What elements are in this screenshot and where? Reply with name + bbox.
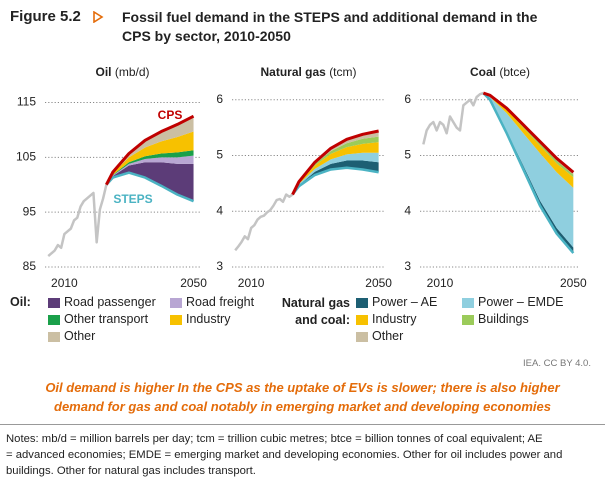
y-tick-label: 95 xyxy=(23,204,37,218)
y-tick-label: 4 xyxy=(216,203,223,217)
steps-line xyxy=(482,92,575,254)
figure-icon xyxy=(93,11,104,23)
panel-unit: (mb/d) xyxy=(115,65,150,79)
legend-entry: Industry xyxy=(372,312,417,326)
legend-swatch xyxy=(48,298,60,308)
legend-swatch xyxy=(48,332,60,342)
legend-swatch xyxy=(48,315,60,325)
history-line xyxy=(47,184,108,257)
stack-area xyxy=(292,142,379,195)
stack-area xyxy=(483,93,574,188)
panel-title-name: Natural gas xyxy=(260,65,326,79)
panel-title: Oil (mb/d) xyxy=(95,65,149,79)
caption-line: demand for gas and coal notably in emerg… xyxy=(54,399,551,414)
y-tick-label: 5 xyxy=(216,148,223,162)
legend-swatch xyxy=(356,332,368,342)
figure-title: Fossil fuel demand in the STEPS and addi… xyxy=(122,8,537,46)
stack-area xyxy=(483,93,574,178)
x-tick-label: 2010 xyxy=(427,276,454,290)
legend-label: Oil: xyxy=(10,295,31,309)
y-tick-label: 4 xyxy=(404,203,411,217)
legend-entry: Other xyxy=(372,329,404,343)
panel-title: Natural gas (tcm) xyxy=(260,65,356,79)
x-tick-label: 2050 xyxy=(365,276,392,290)
y-tick-label: 85 xyxy=(23,259,37,273)
x-tick-label: 2010 xyxy=(238,276,265,290)
legend-swatch xyxy=(462,298,474,308)
steps-label: STEPS xyxy=(113,192,152,206)
steps-line xyxy=(105,171,195,203)
panel-unit: (tcm) xyxy=(329,65,356,79)
cps-label: CPS xyxy=(158,108,183,122)
caption-line: Oil demand is higher In the CPS as the u… xyxy=(45,380,560,395)
panel-unit: (btce) xyxy=(499,65,530,79)
cps-line xyxy=(105,114,195,186)
stack-area xyxy=(483,93,574,254)
stack-area xyxy=(106,116,194,185)
x-tick-label: 2050 xyxy=(560,276,587,290)
panel-title: Coal (btce) xyxy=(470,65,530,79)
history-line xyxy=(234,193,294,252)
panel-title-name: Coal xyxy=(470,65,496,79)
legend-swatch xyxy=(462,315,474,325)
legend-entry: Power – AE xyxy=(372,295,438,309)
stack-area xyxy=(292,131,379,195)
legend-entry: Road freight xyxy=(186,295,255,309)
y-tick-label: 6 xyxy=(216,92,223,106)
separator xyxy=(0,424,605,425)
legend-entry: Buildings xyxy=(478,312,529,326)
legend-label: Natural gas and coal: xyxy=(281,296,350,327)
y-tick-label: 115 xyxy=(17,95,36,109)
y-tick-label: 105 xyxy=(16,149,36,163)
cps-line xyxy=(482,91,575,174)
legend-entry: Other transport xyxy=(64,312,149,326)
stack-area xyxy=(292,152,379,195)
title-line: Fossil fuel demand in the STEPS and addi… xyxy=(122,9,538,25)
legend-swatch xyxy=(170,315,182,325)
y-tick-label: 6 xyxy=(404,92,411,106)
charts: Oil (mb/d) 85 95 105 115 2010 2050 CPS STEPS Natu… xyxy=(16,65,587,290)
title-line: CPS by sector, 2010-2050 xyxy=(122,28,291,44)
stack-area xyxy=(292,136,379,195)
figure-number: Figure 5.2 xyxy=(10,8,81,25)
legend-swatch xyxy=(356,298,368,308)
stack-area xyxy=(106,131,194,185)
x-tick-label: 2050 xyxy=(180,276,207,290)
stack-area xyxy=(106,155,194,185)
note-line: buildings. Other for natural gas include… xyxy=(6,465,256,477)
y-tick-label: 3 xyxy=(404,259,411,273)
panel-title-name: Oil xyxy=(95,65,111,79)
legend-entry: Industry xyxy=(186,312,231,326)
legend-entry: Other xyxy=(64,329,96,343)
stack-area xyxy=(106,150,194,185)
x-tick-label: 2010 xyxy=(51,276,78,290)
y-tick-label: 5 xyxy=(404,148,411,162)
caption: Oil demand is higher In the CPS as the u… xyxy=(0,378,605,416)
y-tick-label: 3 xyxy=(216,259,223,273)
stack-area xyxy=(483,93,574,248)
history-line xyxy=(422,91,484,145)
steps-line xyxy=(291,166,379,196)
note-line: Notes: mb/d = million barrels per day; t… xyxy=(6,433,543,445)
legend-entry: Road passenger xyxy=(64,295,156,309)
cps-line xyxy=(291,129,379,196)
notes: Notes: mb/d = million barrels per day; t… xyxy=(6,431,562,479)
note-line: = advanced economies; EMDE = emerging ma… xyxy=(6,449,563,461)
legend-swatch xyxy=(356,315,368,325)
source: IEA. CC BY 4.0. xyxy=(523,358,591,369)
legend-swatch xyxy=(170,298,182,308)
legend-entry: Power – EMDE xyxy=(478,295,564,309)
